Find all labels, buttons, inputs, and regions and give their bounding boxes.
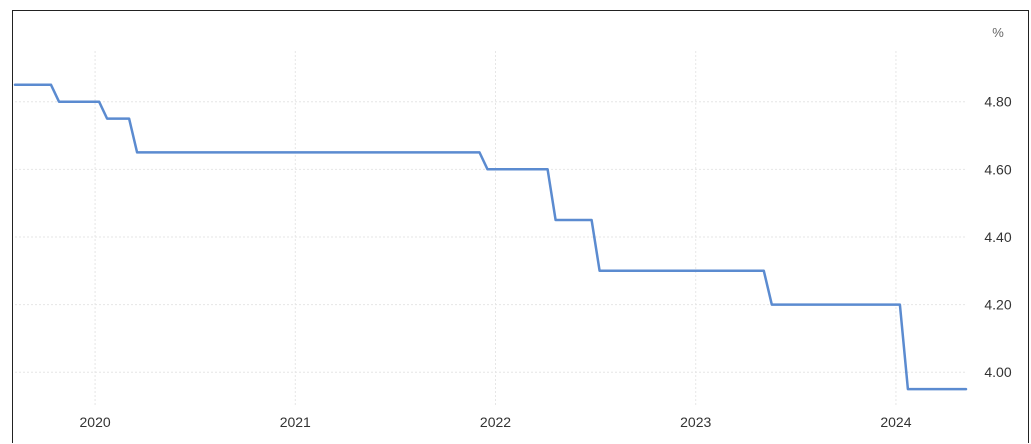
y-axis-unit: % — [992, 25, 1004, 40]
y-tick-label: 4.20 — [984, 297, 1011, 313]
y-axis-ticks: 4.00 4.20 4.40 4.60 4.80 — [984, 94, 1011, 380]
x-axis-ticks: 2020 2021 2022 2023 2024 — [80, 414, 912, 430]
series-line — [13, 83, 968, 391]
y-tick-label: 4.60 — [984, 161, 1011, 177]
series-layer — [13, 83, 968, 391]
x-tick-label: 2024 — [880, 414, 911, 430]
x-tick-label: 2023 — [680, 414, 711, 430]
x-tick-label: 2021 — [280, 414, 311, 430]
x-tick-label: 2022 — [480, 414, 511, 430]
chart-frame: 2020 2021 2022 2023 2024 4.00 4.20 4.40 4.60 4.8… — [12, 10, 1029, 443]
line-chart: 2020 2021 2022 2023 2024 4.00 4.20 4.40 4.60 4.8… — [13, 25, 1012, 430]
y-tick-label: 4.00 — [984, 364, 1011, 380]
y-tick-label: 4.40 — [984, 229, 1011, 245]
grid-lines — [15, 51, 966, 406]
y-tick-label: 4.80 — [984, 94, 1011, 110]
x-tick-label: 2020 — [80, 414, 111, 430]
